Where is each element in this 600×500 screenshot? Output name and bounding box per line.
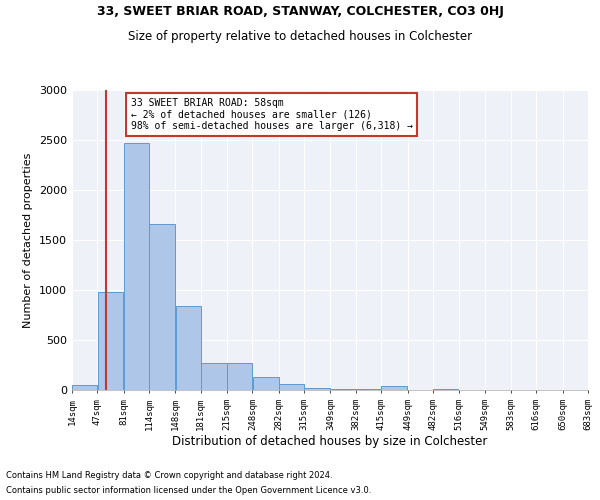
Bar xyxy=(382,386,407,390)
Bar xyxy=(433,389,458,390)
Bar xyxy=(124,143,149,390)
Bar xyxy=(201,363,227,390)
Bar xyxy=(72,385,97,390)
Bar xyxy=(176,306,200,390)
Text: Distribution of detached houses by size in Colchester: Distribution of detached houses by size … xyxy=(172,435,488,448)
Bar xyxy=(279,384,304,390)
Bar xyxy=(253,377,278,390)
Bar xyxy=(356,389,382,390)
Bar xyxy=(331,388,356,390)
Text: 33, SWEET BRIAR ROAD, STANWAY, COLCHESTER, CO3 0HJ: 33, SWEET BRIAR ROAD, STANWAY, COLCHESTE… xyxy=(97,5,503,18)
Bar xyxy=(304,388,330,390)
Text: Contains HM Land Registry data © Crown copyright and database right 2024.: Contains HM Land Registry data © Crown c… xyxy=(6,471,332,480)
Bar xyxy=(98,292,124,390)
Y-axis label: Number of detached properties: Number of detached properties xyxy=(23,152,34,328)
Bar xyxy=(149,224,175,390)
Bar xyxy=(227,363,252,390)
Text: 33 SWEET BRIAR ROAD: 58sqm
← 2% of detached houses are smaller (126)
98% of semi: 33 SWEET BRIAR ROAD: 58sqm ← 2% of detac… xyxy=(131,98,413,131)
Text: Contains public sector information licensed under the Open Government Licence v3: Contains public sector information licen… xyxy=(6,486,371,495)
Text: Size of property relative to detached houses in Colchester: Size of property relative to detached ho… xyxy=(128,30,472,43)
